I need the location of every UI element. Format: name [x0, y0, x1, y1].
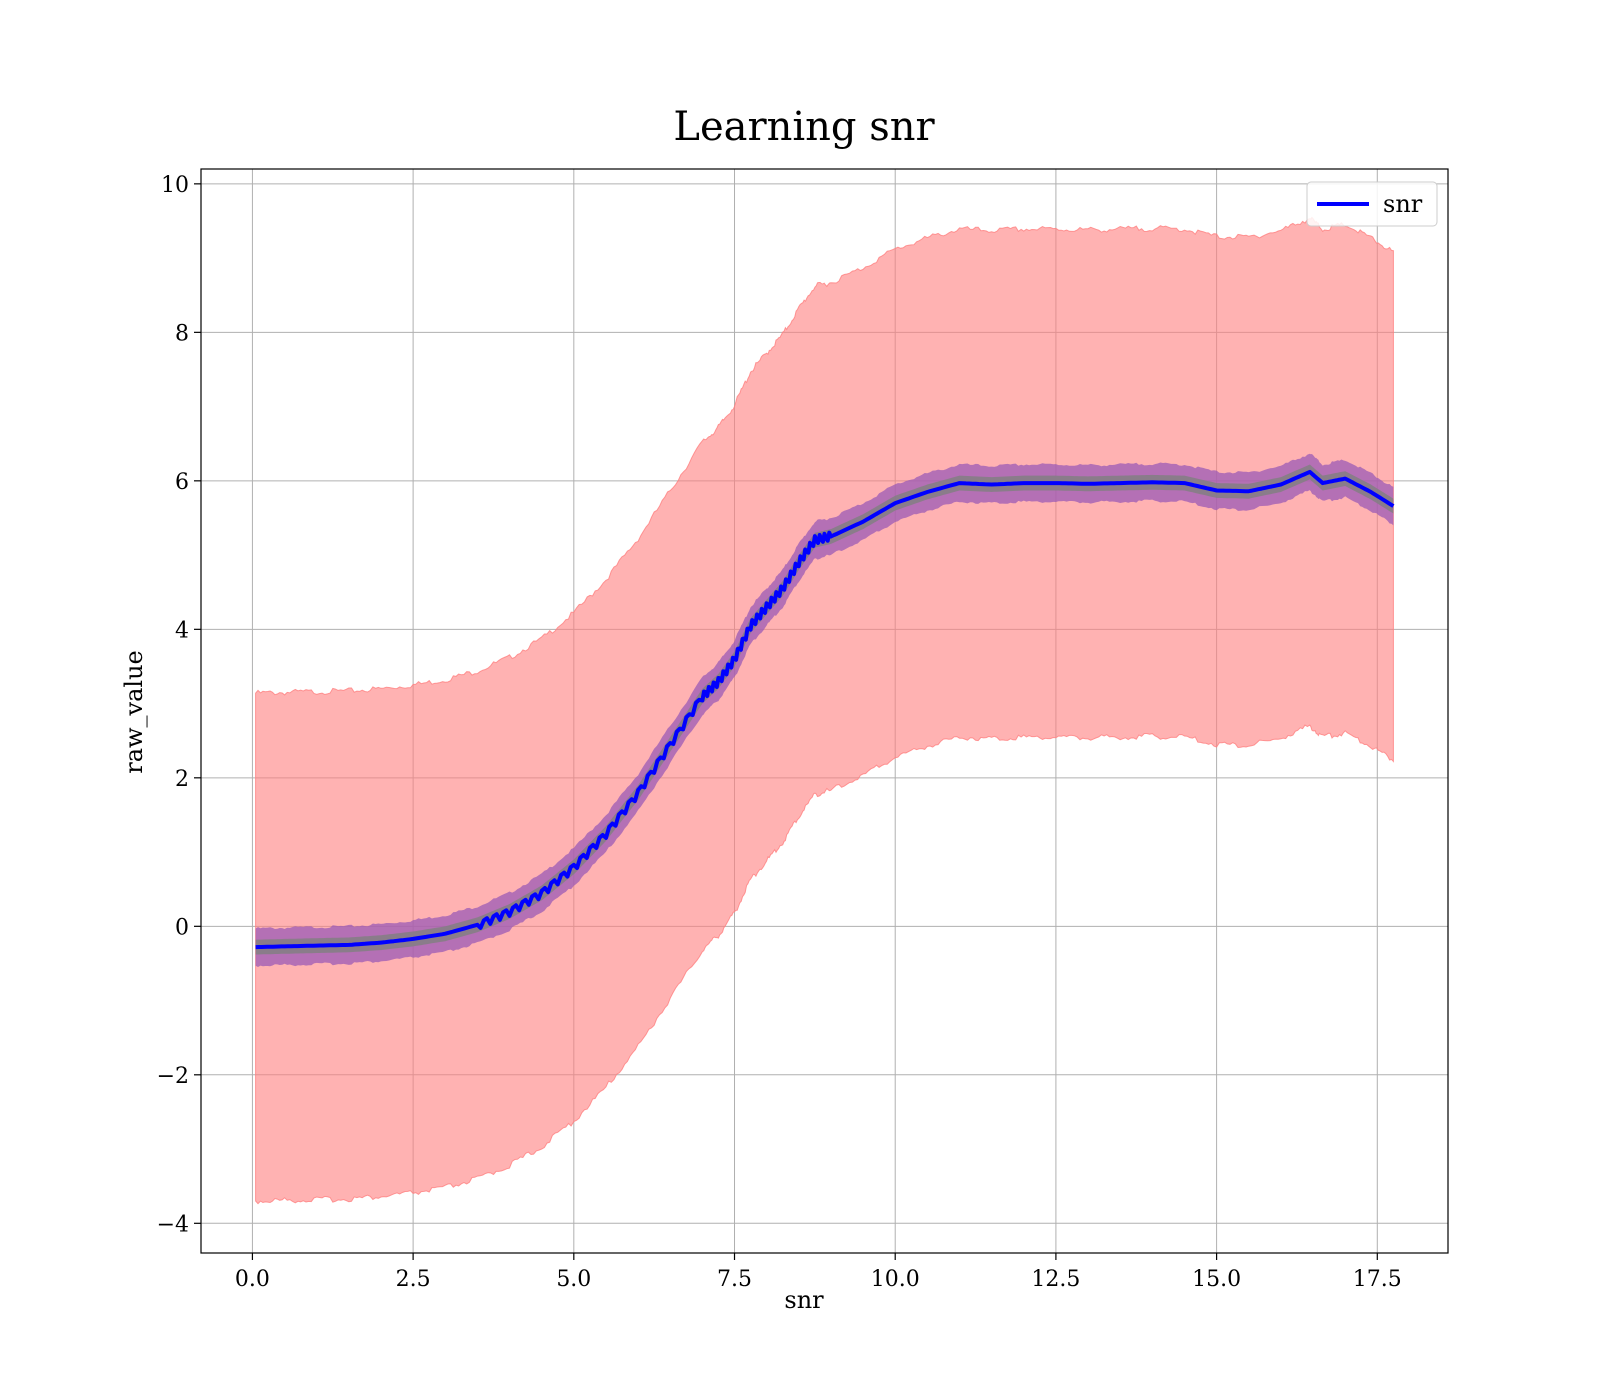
- x-tick-label-5: 12.5: [1031, 1267, 1080, 1292]
- x-tick-label-1: 2.5: [396, 1267, 431, 1292]
- y-tick-label-1: −2: [157, 1064, 189, 1089]
- x-tick-label-3: 7.5: [717, 1267, 752, 1292]
- y-tick-label-5: 6: [175, 470, 189, 495]
- x-tick-label-2: 5.0: [556, 1267, 591, 1292]
- legend-label-snr: snr: [1383, 190, 1423, 218]
- plot-area: 0.0 2.5 5.0 7.5 10.0 12.5 15.0 17.5 −4 −2 0 2 4 6 8 10: [157, 168, 1449, 1292]
- inner-band: [255, 453, 1394, 967]
- x-axis-label: snr: [784, 1286, 824, 1314]
- y-tick-label-3: 2: [175, 767, 189, 792]
- y-axis-label: raw_value: [120, 650, 148, 774]
- legend: snr: [1306, 181, 1438, 227]
- x-tick-label-0: 0.0: [235, 1267, 270, 1292]
- y-tick-label-6: 8: [175, 321, 189, 346]
- y-tick-label-7: 10: [161, 173, 189, 198]
- x-tick-label-6: 15.0: [1192, 1267, 1241, 1292]
- chart-title: Learning snr: [673, 104, 935, 150]
- x-tick-label-4: 10.0: [871, 1267, 920, 1292]
- x-tick-label-7: 17.5: [1353, 1267, 1402, 1292]
- y-tick-label-2: 0: [175, 915, 189, 940]
- y-tick-label-4: 4: [175, 618, 189, 643]
- outer-band: [255, 216, 1394, 1205]
- legend-box: [1306, 181, 1438, 227]
- y-tick-label-0: −4: [157, 1212, 189, 1237]
- series-line-snr: [255, 469, 1395, 950]
- axes-frame: [200, 168, 1449, 1254]
